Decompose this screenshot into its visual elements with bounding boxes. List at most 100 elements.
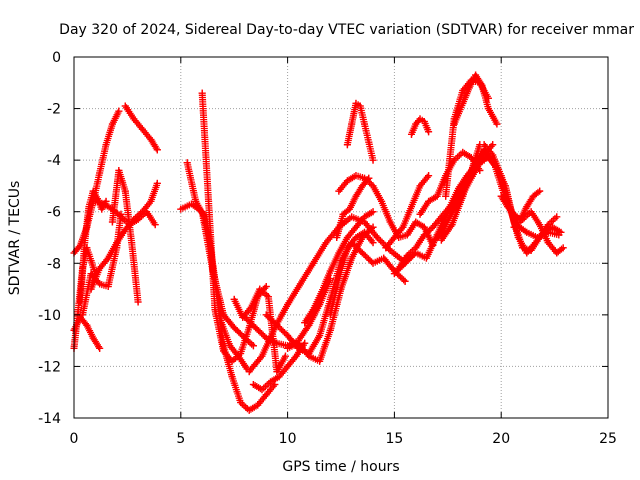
data-point xyxy=(343,141,351,149)
data-point xyxy=(352,234,360,241)
data-point xyxy=(326,311,334,319)
data-point xyxy=(292,352,300,360)
series-arc-21 xyxy=(326,228,377,319)
data-point xyxy=(205,197,213,205)
data-point xyxy=(316,331,324,339)
data-point xyxy=(220,342,228,350)
data-point xyxy=(256,285,264,293)
y-tick-label: -10 xyxy=(38,308,61,324)
x-tick-label: 15 xyxy=(385,431,403,447)
data-point xyxy=(228,357,236,365)
data-point xyxy=(187,200,195,208)
data-point xyxy=(322,239,330,247)
data-point xyxy=(96,264,104,272)
data-point xyxy=(407,130,415,138)
data-point xyxy=(202,213,210,221)
series-arc-22 xyxy=(333,174,373,241)
data-point xyxy=(527,208,535,216)
data-point xyxy=(305,321,313,329)
data-point xyxy=(369,259,377,267)
series-arc-32 xyxy=(450,71,501,128)
data-point xyxy=(369,156,377,164)
data-point xyxy=(459,148,467,156)
data-point xyxy=(348,120,356,128)
data-point xyxy=(433,192,441,200)
data-point xyxy=(294,339,302,347)
data-point xyxy=(335,275,343,283)
data-point xyxy=(96,169,104,177)
series-arc-20 xyxy=(301,208,377,327)
data-point xyxy=(442,192,450,200)
data-point xyxy=(258,386,266,394)
data-point xyxy=(484,105,492,113)
data-point xyxy=(262,311,270,319)
series-arc-15 xyxy=(249,339,309,394)
data-point xyxy=(237,350,245,358)
data-point xyxy=(339,210,347,218)
data-point xyxy=(305,352,313,360)
data-point xyxy=(96,280,104,288)
y-tick-label: -8 xyxy=(47,256,61,272)
data-point xyxy=(98,205,106,213)
data-point xyxy=(523,203,531,211)
data-point xyxy=(497,192,505,200)
data-point xyxy=(559,244,567,252)
data-point xyxy=(326,267,334,275)
data-point xyxy=(247,303,255,311)
x-tick-label: 10 xyxy=(279,431,297,447)
data-point xyxy=(138,125,146,133)
data-point xyxy=(121,187,129,195)
data-point xyxy=(147,197,155,205)
series-arc-26 xyxy=(407,115,433,138)
data-point xyxy=(544,239,552,247)
data-point xyxy=(557,228,565,236)
data-point xyxy=(365,138,373,146)
data-point xyxy=(459,99,467,107)
data-point xyxy=(249,380,257,388)
data-point xyxy=(83,321,91,329)
series-arc-29 xyxy=(416,148,484,218)
x-axis-label: GPS time / hours xyxy=(282,459,399,475)
plot-frame xyxy=(73,56,609,419)
data-point xyxy=(360,228,368,236)
data-point xyxy=(262,391,270,399)
data-point xyxy=(343,234,351,241)
data-point xyxy=(264,293,272,301)
data-point xyxy=(89,187,97,195)
data-point xyxy=(271,380,279,388)
data-point xyxy=(309,306,317,314)
data-point xyxy=(228,373,236,381)
data-point xyxy=(416,115,424,123)
data-point xyxy=(523,249,531,257)
data-point xyxy=(115,107,123,115)
data-point xyxy=(425,197,433,205)
data-point xyxy=(382,244,390,252)
data-point xyxy=(352,223,360,231)
y-tick-label: -6 xyxy=(47,205,61,221)
data-point xyxy=(281,352,289,360)
data-point xyxy=(548,223,556,231)
y-tick-label: 0 xyxy=(52,50,61,66)
series-arc-37 xyxy=(510,208,567,257)
data-point xyxy=(360,120,368,128)
data-point xyxy=(301,319,309,327)
data-point xyxy=(401,277,409,285)
data-point xyxy=(226,342,234,350)
data-point xyxy=(412,218,420,226)
data-point xyxy=(128,239,136,247)
data-point xyxy=(104,254,112,262)
data-point xyxy=(504,203,512,211)
data-point xyxy=(352,192,360,200)
data-point xyxy=(450,120,458,128)
data-point xyxy=(254,401,262,409)
data-point xyxy=(211,277,219,285)
data-point xyxy=(326,326,334,334)
data-point xyxy=(437,228,445,236)
data-point xyxy=(273,321,281,329)
data-point xyxy=(429,239,437,247)
data-point xyxy=(369,223,377,231)
data-point xyxy=(386,246,394,254)
data-point xyxy=(531,239,539,247)
y-tick-label: -4 xyxy=(47,153,61,169)
data-point xyxy=(134,215,142,223)
